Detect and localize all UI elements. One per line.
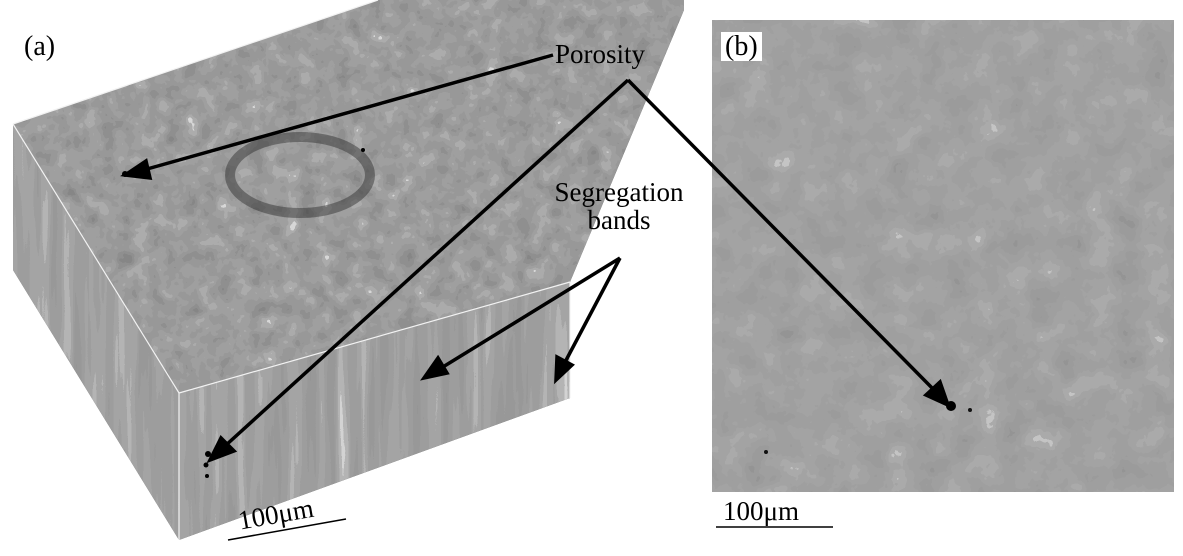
scale-bar-b-label: 100μm — [723, 496, 799, 526]
porosity-annotation: Porosity — [555, 39, 646, 69]
scale-bar-a-line — [227, 518, 347, 541]
segregation-bands-annotation: Segregation bands — [554, 177, 684, 236]
porosity-arrowhead-a-top — [120, 158, 153, 181]
panel-b-micrograph — [712, 20, 1174, 492]
annotation-arrows — [120, 53, 951, 464]
panel-b-label: (b) — [721, 32, 762, 61]
porosity-arrowhead-b — [922, 378, 951, 409]
segregation-arrowhead-2 — [554, 354, 575, 385]
cube-edges — [12, 0, 571, 540]
panel-a-label: (a) — [24, 31, 56, 62]
porosity-arrowhead-a-front — [206, 435, 238, 464]
segregation-arrowhead-1 — [420, 354, 450, 381]
